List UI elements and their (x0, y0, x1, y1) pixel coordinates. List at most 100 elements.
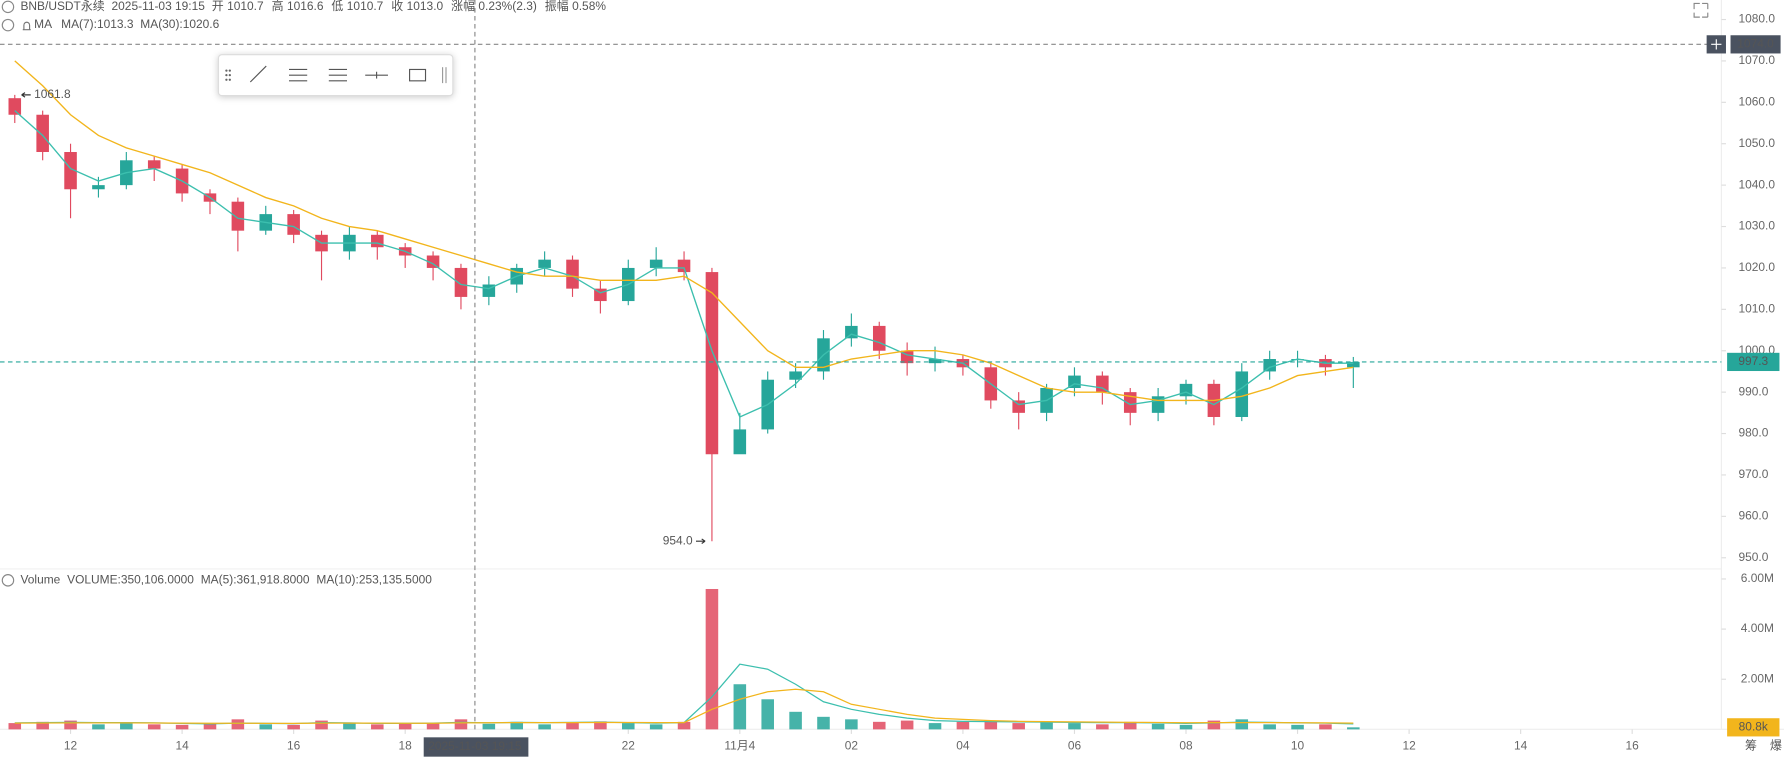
channel-tool[interactable] (328, 68, 348, 82)
rectangle-tool[interactable] (409, 68, 427, 82)
current-volume-label: 80.8k (1739, 719, 1768, 733)
collapse-icon[interactable] (1, 18, 15, 32)
volume-bar (1179, 724, 1193, 730)
y-tick-label: 950.0 (1738, 550, 1768, 564)
volume-bar (984, 720, 998, 730)
volume-bar (761, 699, 774, 730)
arrow (21, 92, 31, 98)
y-tick-label: 1060.0 (1738, 94, 1775, 108)
volume-bar (231, 719, 245, 730)
plus-icon (1711, 39, 1722, 50)
volume-bar (398, 723, 412, 730)
header-text: 振幅 (545, 0, 569, 13)
candle-body (1263, 359, 1276, 372)
drag-handle[interactable] (225, 69, 231, 81)
parallel-tool[interactable] (288, 68, 308, 82)
candle-body (789, 371, 802, 380)
volume-bar (147, 724, 161, 730)
volume-bar (705, 588, 719, 730)
volume-bar (482, 723, 496, 730)
candle-body (147, 160, 161, 169)
volume-bar (1319, 724, 1332, 730)
volume-bar (371, 724, 384, 730)
trend-line-tool[interactable] (249, 65, 267, 83)
candle-body (845, 325, 858, 339)
header-text: 收 (391, 0, 403, 13)
current-volume-box (1727, 718, 1780, 737)
y-tick-label: 1080.0 (1738, 12, 1775, 26)
volume-bar (1123, 721, 1137, 730)
drawing-toolbar (217, 54, 454, 97)
legend-entry: Volume (20, 572, 60, 586)
volume-bar (426, 722, 440, 730)
legend-entry: VOLUME:350,106.0000 (67, 572, 194, 586)
x-tick-label: 08 (1179, 739, 1193, 753)
volume-bar (259, 724, 273, 730)
volume-bar (454, 719, 468, 730)
volume-bar (510, 721, 524, 730)
volume-bar (956, 721, 970, 730)
ma-line (14, 110, 1354, 418)
collapse-icon[interactable] (1, 574, 15, 587)
volume-bar (175, 724, 189, 730)
y-tick-label: 1070.0 (1738, 53, 1775, 67)
candle-body (677, 259, 691, 273)
volume-bar (1207, 720, 1221, 730)
toolbar-collapse[interactable] (442, 67, 447, 84)
volume-bar (1235, 719, 1249, 730)
header-text: 1010.7 (227, 0, 264, 13)
volume-bar (649, 724, 663, 730)
candle-body (8, 98, 22, 115)
volume-bar (1347, 727, 1360, 730)
header-text: BNB/USDT永续 (20, 0, 104, 13)
header-text: 0.58% (572, 0, 606, 13)
candle-body (733, 429, 747, 455)
y-tick-label: 2.00M (1741, 671, 1774, 685)
x-tick-label: 18 (399, 739, 413, 753)
x-tick-label: 14 (175, 739, 189, 753)
volume-bar (287, 724, 300, 730)
candle-body (705, 272, 719, 455)
horizontal-line-tool[interactable] (365, 71, 388, 79)
x-tick-label: 12 (1402, 739, 1416, 753)
arrow (696, 538, 706, 544)
volume-bar (315, 720, 328, 730)
x-tick-label: 12 (64, 739, 78, 753)
side-button[interactable]: 筹 (1745, 739, 1757, 753)
y-tick-label: 960.0 (1738, 509, 1768, 523)
volume-bar (845, 719, 858, 730)
x-tick-label: 16 (1626, 739, 1640, 753)
volume-bar (36, 721, 49, 730)
x-tick-label: 14 (1514, 739, 1528, 753)
volume-ma-line (14, 663, 1354, 725)
volume-bar (1096, 724, 1109, 730)
volume-bar (64, 720, 77, 730)
y-tick-label: 1050.0 (1738, 136, 1775, 150)
ma-line (14, 60, 1354, 402)
y-tick-label: 6.00M (1741, 571, 1774, 585)
volume-bar (1151, 723, 1165, 730)
volume-bar (8, 723, 22, 730)
x-tick-label: 11月4 (724, 739, 755, 753)
volume-ma-line (14, 688, 1354, 724)
x-tick-label: 06 (1068, 739, 1082, 753)
volume-bar (1291, 724, 1304, 730)
side-button[interactable]: 爆 (1770, 739, 1782, 753)
header-text: 2025-11-03 19:15 (112, 0, 206, 13)
volume-bar (677, 721, 691, 730)
volume-bar (594, 721, 607, 730)
candle-body (426, 255, 440, 268)
volume-bar (1263, 724, 1276, 730)
collapse-icon[interactable] (1, 0, 15, 14)
candle-body (92, 185, 105, 190)
fullscreen-icon[interactable] (1693, 2, 1709, 18)
x-tick-label: 04 (956, 739, 970, 753)
volume-bar (203, 723, 217, 730)
volume-bar (622, 723, 635, 730)
crosshair-time-box (423, 737, 529, 757)
volume-bar (928, 723, 942, 730)
volume-bar (92, 724, 105, 730)
volume-bar (817, 716, 830, 730)
y-tick-label: 990.0 (1738, 384, 1768, 398)
